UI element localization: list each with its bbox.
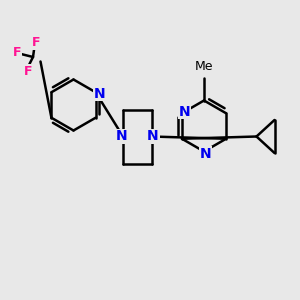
- Text: N: N: [147, 130, 159, 143]
- Text: Me: Me: [195, 60, 213, 73]
- Text: F: F: [24, 65, 33, 78]
- Text: F: F: [13, 46, 22, 59]
- Text: N: N: [93, 87, 105, 101]
- Text: N: N: [200, 147, 211, 161]
- Text: N: N: [116, 130, 127, 143]
- Text: N: N: [178, 105, 190, 119]
- Text: F: F: [32, 36, 40, 50]
